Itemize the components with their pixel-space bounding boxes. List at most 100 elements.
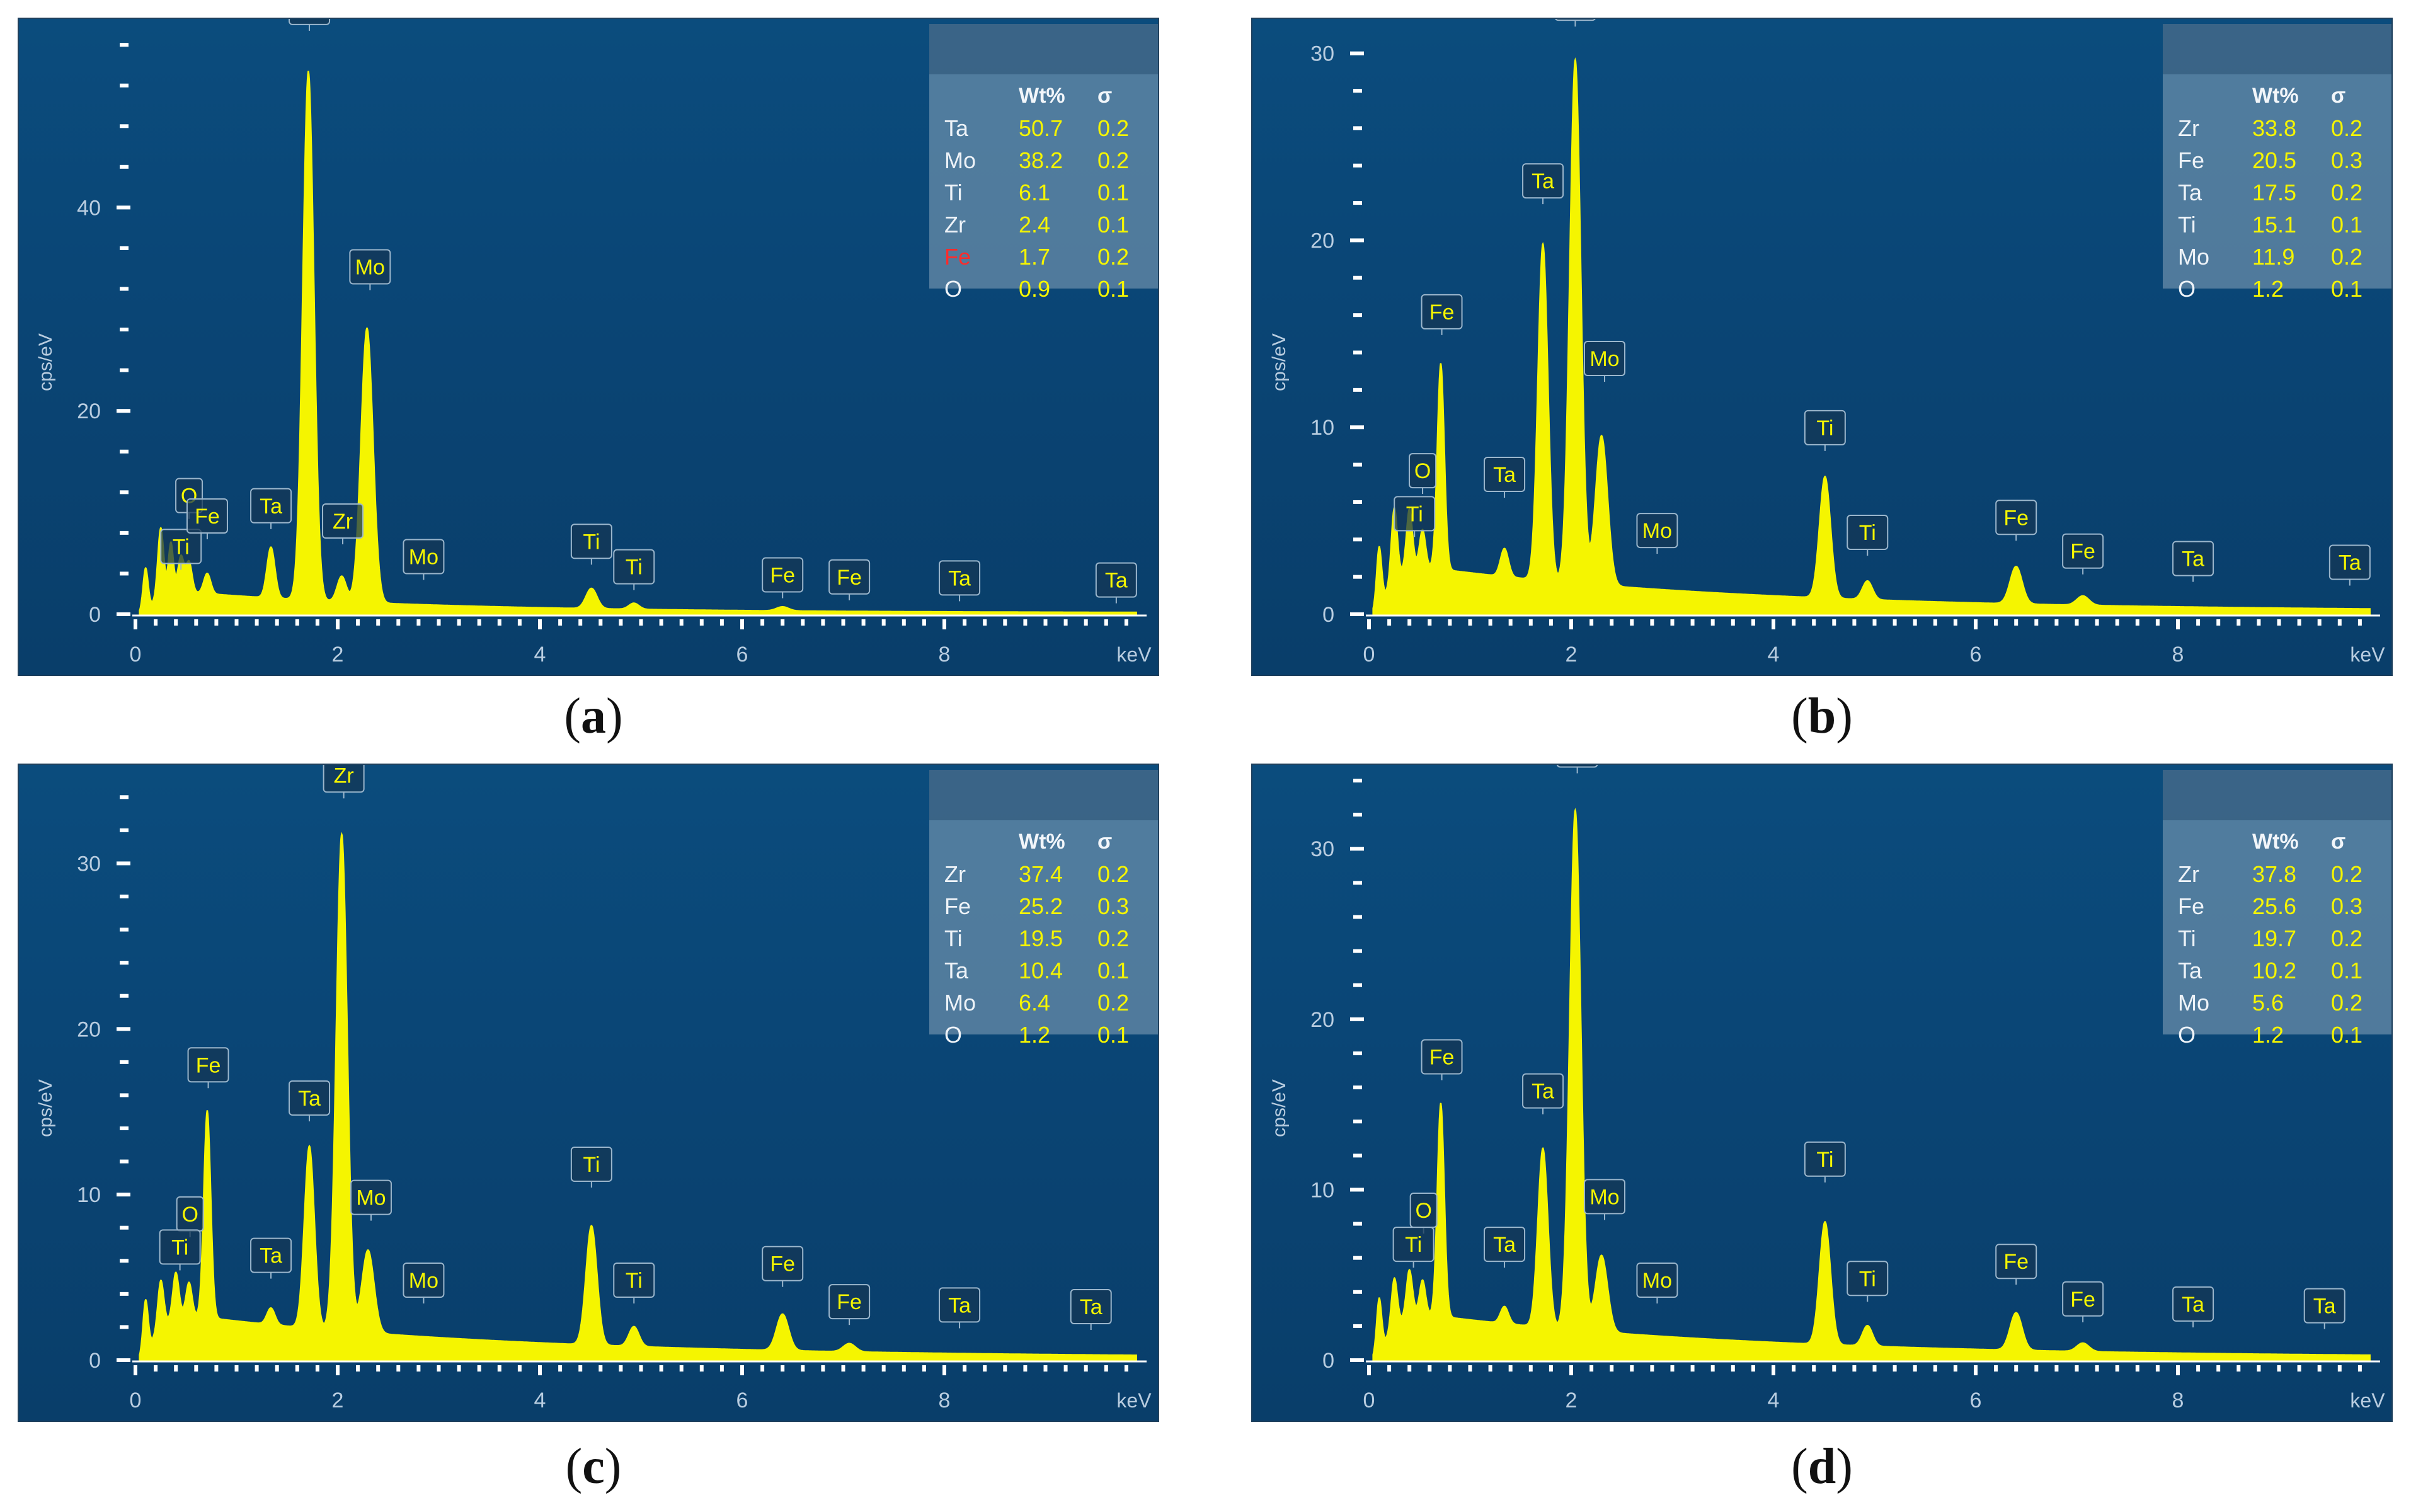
svg-text:Ta: Ta [260,495,282,518]
x-tick-mark [396,1365,401,1372]
x-tick-label: 2 [1566,1389,1578,1412]
wt-percent-value: 5.6 [2252,989,2284,1016]
x-tick-mark [457,1365,461,1372]
composition-table: Wt% σ Zr 37.4 0.2 Fe 25.2 0.3 Ti 19.5 0.2 Ta 10.4 0.1… [929,770,1158,1048]
x-tick-label: 8 [939,643,951,667]
sigma-value: 0.1 [1097,957,1130,983]
y-tick-mark [117,1193,130,1197]
x-tick-mark [1084,619,1088,626]
table-row: Fe 1.7 0.2 [944,241,1154,273]
x-tick-mark [154,1365,158,1372]
table-header-bar [929,24,1158,74]
y-tick-mark [120,1225,129,1230]
x-tick-mark [1772,619,1775,629]
wt-percent-value: 19.7 [2252,925,2297,951]
x-tick-mark [416,619,421,626]
x-tick-mark [1407,619,1412,626]
svg-text:Fe: Fe [837,566,862,590]
x-tick-mark [1872,1365,1877,1372]
peak-label: Fe [187,1047,229,1089]
x-tick-mark [679,1365,684,1372]
x-tick-mark [902,1365,906,1372]
wt-percent-value: 0.9 [1019,275,1051,302]
x-tick-mark [2216,619,2221,626]
peak-label: Ta [939,560,981,602]
y-axis-label: cps/eV [35,1079,56,1137]
peak-label: Ti [159,1229,201,1271]
y-tick-mark [1353,201,1362,205]
svg-text:Ta: Ta [1105,569,1128,593]
x-tick-mark [1933,619,1937,626]
element-symbol: O [2178,275,2196,302]
table-row: Zr 37.4 0.2 [944,858,1154,890]
wt-percent-value: 1.2 [2252,275,2284,302]
x-tick-mark [538,1365,542,1375]
peak-label: Mo [1636,1263,1678,1303]
y-tick-label: 40 [77,196,101,220]
x-tick-mark [538,619,542,629]
sigma-value: 0.3 [1097,893,1130,919]
y-tick-mark [1353,1222,1362,1226]
x-tick-label: 4 [1768,643,1780,667]
peak-label: Zr [323,765,365,799]
y-tick-mark [1350,1358,1364,1362]
x-tick-label: 8 [2172,643,2184,667]
table-header-bar [2163,770,2391,820]
peak-label: O [1409,1193,1438,1234]
sigma-value: 0.1 [2331,957,2363,983]
element-symbol: Ta [944,115,969,141]
svg-text:Ta: Ta [948,1293,971,1317]
element-symbol: O [944,275,963,302]
svg-text:Ti: Ti [173,535,190,559]
y-tick-label: 20 [77,1017,101,1041]
table-row: Ta 10.2 0.1 [2178,954,2388,987]
x-tick-mark [2176,619,2180,629]
peak-label: Mo [1636,513,1678,554]
x-tick-mark [2054,1365,2059,1372]
y-tick-mark [1350,612,1364,616]
x-tick-mark [1407,1365,1412,1372]
x-tick-mark [861,619,866,626]
x-tick-label: 4 [1768,1389,1780,1412]
peak-label: Ti [1847,515,1889,556]
svg-text:Ta: Ta [2313,1295,2336,1319]
y-tick-mark [120,571,129,576]
sigma-value: 0.1 [1097,211,1130,238]
y-tick-mark [1350,51,1364,55]
x-tick-mark [598,619,603,626]
y-tick-mark [1353,1324,1362,1328]
y-tick-mark [1353,163,1362,168]
x-tick-mark [2155,619,2160,626]
sigma-header: σ [2331,83,2346,108]
wt-percent-value: 17.5 [2252,179,2297,205]
x-tick-mark [2236,1365,2241,1372]
x-tick-mark [1872,619,1877,626]
x-tick-mark [922,619,926,626]
peak-label: Fe [828,1284,871,1326]
wt-percent-value: 38.2 [1019,147,1063,173]
x-tick-label: 6 [1970,643,1982,667]
svg-text:Ta: Ta [1080,1295,1102,1319]
spectrum-panel-d: 02468keV0102030cps/eVOTiFeTaTaZrMoMoTiTi… [1251,764,2393,1422]
svg-text:Fe: Fe [195,505,220,529]
x-tick-mark [1023,619,1028,626]
y-tick-mark [1353,350,1362,355]
x-tick-mark [234,1365,239,1372]
x-tick-mark [1751,1365,1755,1372]
x-tick-mark [1569,619,1573,629]
table-row: Ti 6.1 0.1 [944,176,1154,209]
sigma-value: 0.2 [2331,115,2363,141]
table-row: Fe 25.2 0.3 [944,890,1154,922]
x-tick-mark [134,1365,137,1375]
x-tick-mark [1528,619,1533,626]
x-tick-mark [1023,1365,1028,1372]
peak-label: Ta [1070,1289,1112,1331]
element-symbol: Mo [2178,989,2210,1016]
x-tick-label: 6 [736,643,748,667]
x-tick-mark [1104,619,1108,626]
x-tick-mark [336,1365,340,1375]
x-tick-mark [2075,1365,2079,1372]
element-header [2178,79,2252,112]
x-axis-label: keV [1116,1389,1152,1412]
